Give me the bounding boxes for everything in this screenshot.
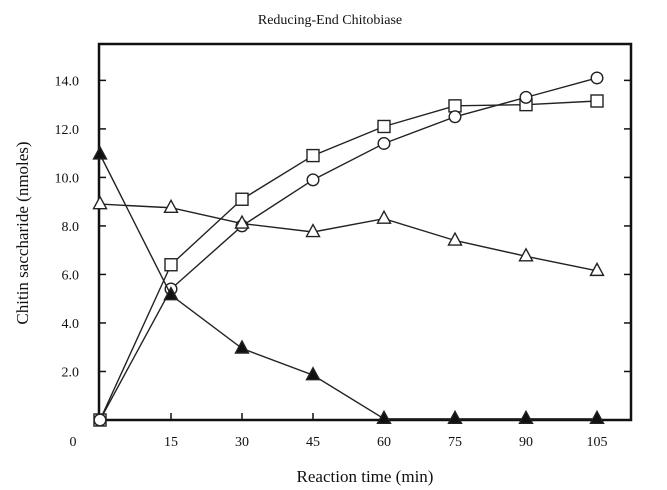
data-point-filled-triangle <box>518 409 534 425</box>
data-point-open-circle <box>590 71 604 85</box>
x-tick-label: 60 <box>377 435 391 450</box>
series-line-filled-triangle <box>99 154 597 420</box>
x-tick-label: 75 <box>448 435 462 450</box>
x-tick-label: 15 <box>164 435 178 450</box>
series-group <box>92 71 605 427</box>
y-tick-label: 2.0 <box>62 365 80 380</box>
y-tick-label: 6.0 <box>62 268 80 283</box>
data-point-open-triangle <box>518 247 534 262</box>
x-tick-label: 105 <box>587 435 608 450</box>
data-point-open-circle <box>448 110 462 124</box>
x-axis-label: Reaction time (min) <box>297 467 434 486</box>
data-point-open-square <box>235 192 249 206</box>
data-point-open-triangle <box>447 231 463 246</box>
data-point-open-circle <box>93 413 107 427</box>
series-line-open-triangle <box>99 203 598 272</box>
data-point-filled-triangle <box>92 145 108 160</box>
data-point-open-triangle <box>589 261 605 277</box>
data-point-open-square <box>377 119 391 134</box>
data-point-open-circle <box>519 90 533 104</box>
data-point-filled-triangle <box>305 366 321 381</box>
y-axis-label: Chitin saccharide (nmoles) <box>13 141 32 324</box>
x-tick-label: 45 <box>306 435 320 450</box>
data-point-open-circle <box>306 173 320 187</box>
axes: 15 30 45 60 75 90 105 0 2.0 4.0 6.0 8.0 10.0 12.0 14.0 <box>55 42 633 450</box>
data-point-open-square <box>590 94 604 108</box>
y-tick-label: 10.0 <box>55 171 80 186</box>
data-point-filled-triangle <box>234 339 250 354</box>
data-point-open-square <box>164 258 178 272</box>
chart-title: Reducing-End Chitobiase <box>258 13 402 28</box>
data-point-open-triangle <box>163 198 179 214</box>
data-point-open-square <box>448 99 462 113</box>
x-tick-label: 90 <box>519 435 533 450</box>
y-tick-label: 14.0 <box>55 74 80 89</box>
y-tick-label: 8.0 <box>62 220 80 235</box>
x-tick-label: 30 <box>235 435 249 450</box>
data-point-open-triangle <box>376 209 392 224</box>
y-tick-label: 12.0 <box>55 123 80 138</box>
data-point-filled-triangle <box>589 409 605 425</box>
data-point-open-triangle <box>305 223 321 238</box>
series-line-open-square <box>99 100 598 421</box>
x-tick-label-zero: 0 <box>70 435 77 450</box>
data-point-filled-triangle <box>163 286 179 301</box>
data-point-open-circle <box>377 136 391 150</box>
series-line-open-circle <box>99 77 598 421</box>
plot-frame <box>97 42 633 422</box>
data-point-open-triangle <box>234 214 250 229</box>
data-point-filled-triangle <box>376 409 392 425</box>
y-tick-label: 4.0 <box>62 317 80 332</box>
data-point-open-square <box>306 148 320 163</box>
data-point-filled-triangle <box>447 409 463 425</box>
data-point-open-triangle <box>92 195 108 210</box>
